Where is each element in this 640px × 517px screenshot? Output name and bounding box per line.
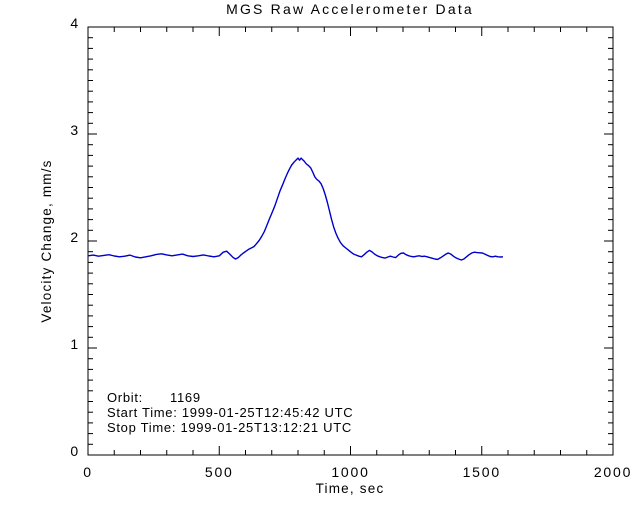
x-tick-label: 2000: [594, 464, 632, 480]
y-tick-label: 2: [70, 229, 80, 245]
y-tick-label: 4: [70, 15, 80, 31]
x-axis-label: Time, sec: [316, 481, 385, 496]
data-line: [87, 157, 504, 261]
x-tick-label: 1000: [331, 464, 369, 480]
annotation-orbit-label: Orbit:: [107, 390, 143, 405]
y-axis-label: Velocity Change, mm/s: [39, 159, 54, 322]
annotation-orbit-value: 1169: [170, 390, 201, 405]
series-velocity-change: [87, 157, 504, 261]
y-tick-label: 1: [70, 336, 80, 352]
annotation-stop-time: Stop Time: 1999-01-25T13:12:21 UTC: [107, 420, 352, 435]
x-tick-label: 1500: [463, 464, 501, 480]
plot-border: [87, 26, 614, 456]
x-tick-label: 500: [205, 464, 234, 480]
y-tick-label: 0: [70, 443, 80, 459]
chart-title: MGS Raw Accelerometer Data: [226, 1, 474, 17]
annotation-start-time: Start Time: 1999-01-25T12:45:42 UTC: [107, 405, 353, 420]
plot-axes: 0 500 1000 1500 2000 0 1 2 3 4: [70, 15, 632, 480]
y-tick-label: 3: [70, 122, 80, 138]
x-tick-label: 0: [83, 464, 93, 480]
